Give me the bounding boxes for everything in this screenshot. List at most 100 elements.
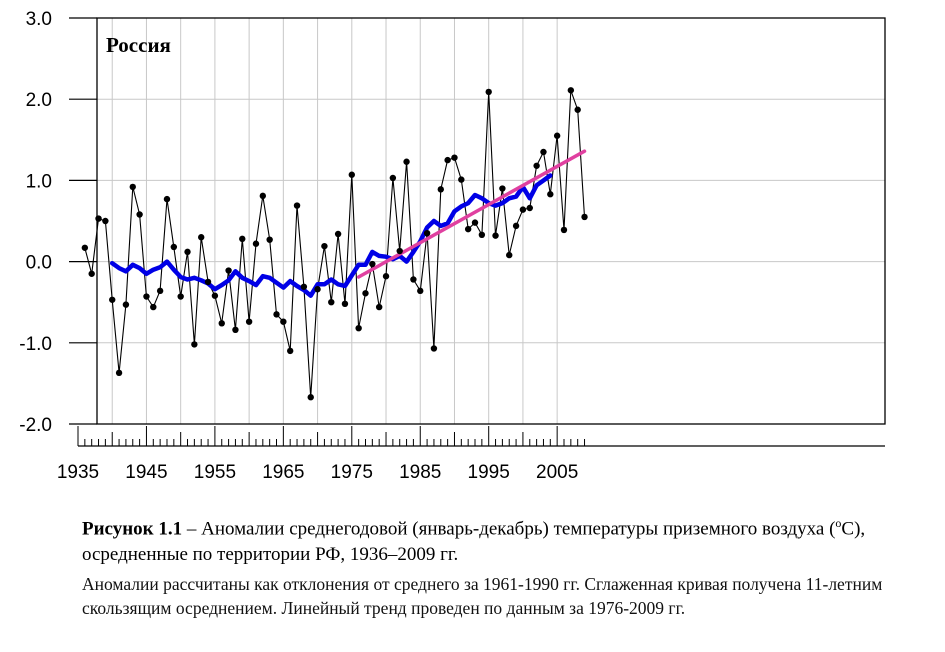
data-point-annual xyxy=(533,162,540,169)
data-point-annual xyxy=(492,232,499,239)
data-point-annual xyxy=(259,192,267,200)
data-point-annual xyxy=(143,293,150,300)
data-point-annual xyxy=(280,318,287,325)
series-line-smoothed xyxy=(109,173,553,298)
data-point-annual xyxy=(273,311,280,318)
data-point-annual xyxy=(499,185,506,192)
data-point-annual xyxy=(218,320,225,327)
data-point-annual xyxy=(334,230,342,238)
y-tick-label: -1.0 xyxy=(19,334,52,355)
x-tick-label: 1985 xyxy=(399,462,441,483)
data-point-annual xyxy=(239,235,246,243)
data-point-annual xyxy=(485,88,492,96)
x-tick-label: 1945 xyxy=(125,462,167,483)
data-point-annual xyxy=(321,242,328,250)
data-point-annual xyxy=(102,217,109,225)
data-point-annual xyxy=(417,287,424,295)
figure-notes: Аномалии рассчитаны как отклонения от ср… xyxy=(82,574,883,618)
data-point-annual xyxy=(369,260,376,268)
y-tick-label: 3.0 xyxy=(26,9,52,30)
data-point-annual xyxy=(314,286,321,293)
data-point-annual xyxy=(355,324,362,332)
data-point-annual xyxy=(129,183,136,191)
data-point-annual xyxy=(540,148,547,156)
x-axis: 1935 1945 1955 1965 1975 1985 1995 2005 xyxy=(57,426,885,483)
data-point-annual xyxy=(163,195,171,203)
series xyxy=(81,87,588,401)
data-point-annual xyxy=(403,158,410,165)
data-point-annual xyxy=(382,273,390,280)
data-point-annual xyxy=(252,240,260,247)
data-point-annual xyxy=(293,202,301,209)
data-point-annual xyxy=(553,132,561,139)
grid xyxy=(97,18,885,424)
chart-title: Россия xyxy=(106,33,171,57)
data-point-annual xyxy=(266,236,273,243)
data-point-annual xyxy=(410,276,417,283)
data-point-annual xyxy=(574,106,581,113)
data-point-annual xyxy=(430,345,438,352)
data-point-annual xyxy=(328,299,335,306)
figure-caption: Рисунок 1.1 – Аномалии среднегодовой (ян… xyxy=(82,510,940,568)
data-point-annual xyxy=(177,293,184,300)
series-line-annual xyxy=(84,90,586,398)
data-point-annual xyxy=(396,247,403,255)
caption-title-part1: – Аномалии среднегодовой (январь-декабрь… xyxy=(182,518,836,540)
data-point-annual xyxy=(451,154,458,161)
y-tick-label: 2.0 xyxy=(26,90,52,111)
data-point-annual xyxy=(307,394,314,401)
data-point-annual xyxy=(191,341,198,348)
data-point-annual xyxy=(109,296,116,303)
data-point-annual xyxy=(115,369,123,377)
data-point-annual xyxy=(286,347,294,355)
data-point-annual xyxy=(170,243,178,251)
x-tick-label: 2005 xyxy=(536,462,578,483)
data-point-annual xyxy=(464,225,472,233)
data-point-annual xyxy=(567,87,575,94)
data-point-annual xyxy=(245,318,253,325)
y-axis: 3.0 2.0 1.0 0.0 -1.0 -2.0 xyxy=(19,9,97,436)
data-point-annual xyxy=(389,174,397,182)
data-point-annual xyxy=(458,176,465,183)
data-point-annual xyxy=(122,301,130,308)
x-tick-label: 1975 xyxy=(331,462,373,483)
data-point-annual xyxy=(204,278,212,286)
data-point-annual xyxy=(232,326,239,334)
data-point-annual xyxy=(362,290,369,297)
data-point-annual xyxy=(519,206,527,213)
data-point-annual xyxy=(375,303,383,311)
x-tick-label: 1965 xyxy=(262,462,304,483)
data-point-annual xyxy=(225,267,232,274)
data-point-annual xyxy=(581,213,588,221)
data-point-annual xyxy=(478,231,486,239)
data-point-annual xyxy=(341,300,349,308)
data-point-annual xyxy=(95,215,102,222)
x-tick-label: 1995 xyxy=(468,462,510,483)
caption-title-part2: C), осредненные по территории РФ, 1936–2… xyxy=(82,518,866,566)
y-tick-label: -2.0 xyxy=(19,415,52,436)
data-point-annual xyxy=(437,186,444,193)
data-point-annual xyxy=(512,222,520,230)
degree-superscript: o xyxy=(835,516,842,530)
series-line-trend xyxy=(356,149,587,279)
data-point-annual xyxy=(444,156,451,164)
data-point-annual xyxy=(471,219,479,226)
data-point-annual xyxy=(547,191,554,198)
data-point-annual xyxy=(156,287,164,295)
figure-label: Рисунок 1.1 xyxy=(82,518,183,540)
x-tick-label: 1935 xyxy=(57,462,99,483)
data-point-annual xyxy=(184,248,191,256)
data-point-annual xyxy=(423,229,431,237)
y-tick-label: 0.0 xyxy=(26,253,52,274)
data-point-annual xyxy=(81,244,89,251)
data-point-annual xyxy=(211,292,219,299)
data-point-annual xyxy=(348,171,355,178)
data-point-annual xyxy=(560,226,568,234)
temperature-anomaly-chart: 3.0 2.0 1.0 0.0 -1.0 -2.0 1935 1945 1955 1965 197… xyxy=(19,9,886,483)
data-point-annual xyxy=(526,204,533,212)
x-tick-label: 1955 xyxy=(194,462,236,483)
data-point-annual xyxy=(136,211,143,218)
y-tick-label: 1.0 xyxy=(26,171,52,192)
data-point-annual xyxy=(88,270,95,277)
data-point-annual xyxy=(506,251,513,259)
